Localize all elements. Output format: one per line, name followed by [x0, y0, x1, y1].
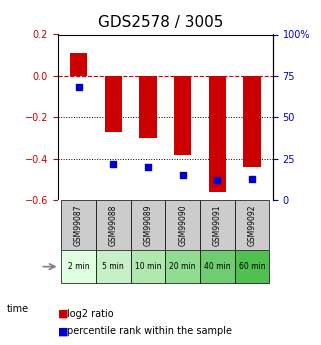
Bar	[70, 53, 87, 76]
Text: GSM99090: GSM99090	[178, 205, 187, 246]
FancyBboxPatch shape	[200, 200, 235, 250]
Text: 40 min: 40 min	[204, 262, 231, 271]
Text: ■: ■	[58, 309, 68, 319]
FancyBboxPatch shape	[61, 250, 96, 283]
Text: GSM99087: GSM99087	[74, 205, 83, 246]
Text: ■: ■	[58, 326, 68, 336]
Text: 20 min: 20 min	[169, 262, 196, 271]
Text: log2 ratio: log2 ratio	[67, 309, 114, 319]
Bar	[174, 76, 191, 155]
Point	[76, 85, 81, 90]
FancyBboxPatch shape	[165, 200, 200, 250]
Point	[215, 177, 220, 183]
FancyBboxPatch shape	[96, 200, 131, 250]
Text: time: time	[6, 304, 29, 314]
FancyBboxPatch shape	[61, 200, 96, 250]
Point	[111, 161, 116, 166]
Point	[180, 172, 185, 178]
FancyBboxPatch shape	[131, 200, 165, 250]
Text: GSM99091: GSM99091	[213, 205, 222, 246]
Text: percentile rank within the sample: percentile rank within the sample	[67, 326, 232, 336]
Text: 60 min: 60 min	[239, 262, 265, 271]
Point	[145, 164, 151, 170]
FancyBboxPatch shape	[235, 250, 269, 283]
Bar	[243, 76, 261, 167]
FancyBboxPatch shape	[235, 200, 269, 250]
Text: GSM99089: GSM99089	[143, 205, 152, 246]
Text: 10 min: 10 min	[135, 262, 161, 271]
Text: 5 min: 5 min	[102, 262, 124, 271]
FancyBboxPatch shape	[96, 250, 131, 283]
Text: GSM99088: GSM99088	[109, 205, 118, 246]
FancyBboxPatch shape	[165, 250, 200, 283]
Text: 2 min: 2 min	[68, 262, 90, 271]
Bar	[105, 76, 122, 132]
Text: GSM99092: GSM99092	[247, 205, 256, 246]
Point	[249, 176, 255, 181]
Bar	[209, 76, 226, 192]
FancyBboxPatch shape	[200, 250, 235, 283]
Bar	[139, 76, 157, 138]
Text: GDS2578 / 3005: GDS2578 / 3005	[98, 15, 223, 30]
FancyBboxPatch shape	[131, 250, 165, 283]
